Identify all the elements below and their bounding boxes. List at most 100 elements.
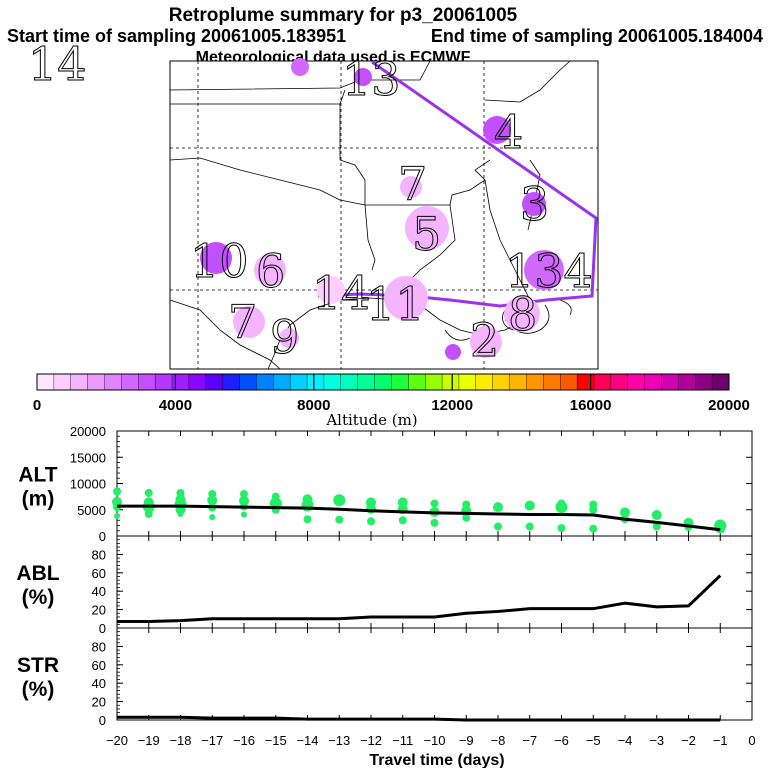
y-tick-label: 60 [92, 566, 106, 581]
plume-circle [483, 116, 511, 144]
x-tick-label: −4 [618, 733, 633, 748]
scatter-point [144, 509, 153, 518]
colorbar-cell [424, 373, 443, 391]
alt-mean-line [117, 504, 721, 532]
scatter-point [651, 510, 662, 520]
colorbar-cell [475, 373, 494, 391]
colorbar-cell [526, 373, 544, 391]
plume-circle [317, 276, 345, 304]
scatter-point [144, 488, 153, 497]
colorbar-cell [36, 373, 55, 391]
plume-circle [354, 68, 372, 86]
y-tick-label: 80 [92, 547, 106, 562]
plume-label: 2 [470, 313, 499, 367]
plume-circle [524, 250, 564, 290]
y-tick-label: 80 [92, 639, 106, 654]
colorbar-cell [408, 373, 426, 391]
y-tick-label: 60 [92, 658, 106, 673]
x-tick-label: −1 [713, 733, 728, 748]
x-tick-label: −20 [106, 733, 128, 748]
colorbar-cell [374, 373, 392, 391]
y-tick-label: 20 [92, 695, 106, 710]
x-tick-label: −17 [201, 733, 223, 748]
scatter-point [333, 494, 346, 507]
colorbar-cell [678, 373, 696, 391]
series-line [117, 715, 721, 722]
panel-unit: (m) [22, 488, 55, 511]
x-tick-label: −10 [423, 733, 445, 748]
panel-frame [116, 535, 753, 629]
scatter-point [555, 501, 568, 514]
plume-label: 8 [508, 287, 537, 341]
colorbar-cell [256, 373, 274, 391]
plume-label: 5 [412, 207, 441, 261]
panel-frame [116, 627, 753, 721]
scatter-point [239, 495, 249, 506]
travel-time-axis: −20 −19 −18 −17 −16 −15 −14 −13 −12 −11 −10 −9 −8 −7−… [106, 733, 756, 768]
panel-label: ALT [18, 464, 57, 487]
plume-label: 7 [228, 295, 257, 349]
plume-label: 11 [366, 277, 425, 331]
map-graticule [170, 61, 598, 369]
plume-circles [200, 58, 564, 360]
x-tick-label: −19 [138, 733, 160, 748]
x-tick-label: −2 [681, 733, 696, 748]
scatter-point [113, 487, 121, 496]
x-axis-label: Travel time (days) [369, 752, 504, 768]
colorbar-cell [306, 373, 325, 391]
scatter-point [303, 515, 312, 524]
colorbar-cell [138, 373, 156, 391]
colorbar-cell [205, 373, 224, 391]
y-tick-label: 15000 [70, 450, 106, 465]
colorbar-cells [36, 373, 730, 391]
plume-label: 6 [256, 244, 285, 298]
colorbar-cell [340, 373, 359, 391]
plume-circle [279, 328, 299, 348]
plume-circle [400, 176, 422, 198]
colorbar-cell [154, 373, 173, 391]
scatter-point [620, 507, 630, 518]
scatter-point [494, 522, 502, 531]
colorbar-cell [391, 373, 409, 391]
x-tick-label: −16 [233, 733, 255, 748]
colorbar-cell [593, 373, 612, 391]
sampling-end: End time of sampling 20061005.184004 [431, 26, 763, 46]
plume-label: 134 [505, 244, 593, 298]
colorbar-cell [661, 373, 679, 391]
scatter-point [398, 516, 407, 525]
scatter-point [589, 505, 598, 514]
scatter-point [589, 524, 598, 533]
colorbar-cell [53, 373, 72, 391]
x-tick-label: −6 [554, 733, 569, 748]
colorbar-cell [171, 373, 190, 391]
colorbar-tick-label: 20000 [708, 397, 750, 414]
colorbar-cell [458, 373, 477, 391]
plume-circle [200, 242, 232, 274]
series-line [117, 574, 722, 624]
colorbar-cell [627, 373, 646, 391]
colorbar-cell [610, 373, 629, 391]
alt-panel: 20000 15000 10000 5000 0 ALT(m) [18, 424, 753, 544]
x-tick-label: −9 [459, 733, 474, 748]
altitude-colorbar: 0 4000 8000 12000 16000 20000 Altitude (m) [33, 373, 750, 429]
plume-label: 4 [494, 105, 523, 159]
plume-label: 7 [398, 157, 427, 211]
plume-circle [504, 296, 540, 332]
scatter-point [430, 499, 439, 508]
plume-label: 3 [520, 177, 549, 231]
scatter-point [430, 518, 439, 527]
colorbar-tick-label: 8000 [297, 397, 330, 414]
colorbar-cell [560, 373, 578, 391]
str-panel: 80 60 40 20 0 STR(%) [17, 627, 753, 728]
plume-label: 10 [190, 234, 249, 288]
colorbar-tick-label: 0 [33, 397, 41, 414]
plume-label: 14 [312, 266, 371, 320]
colorbar-cell [357, 373, 376, 391]
colorbar-cell [576, 373, 595, 391]
colorbar-cell [222, 373, 241, 391]
scatter-point [524, 500, 535, 511]
x-tick-label: −7 [522, 733, 537, 748]
x-tick-labels: −20 −19 −18 −17 −16 −15 −14 −13 −12 −11 −10 −9 −8 −7−… [106, 733, 756, 748]
